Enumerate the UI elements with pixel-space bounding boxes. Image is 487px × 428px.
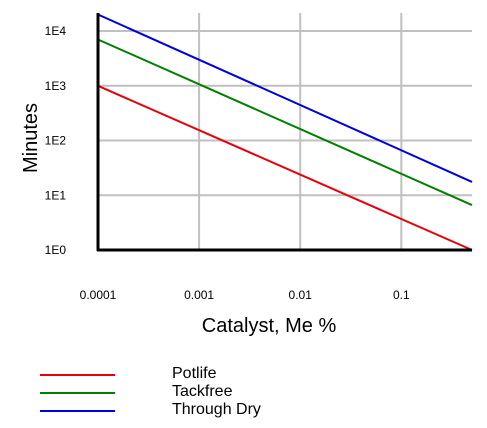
axes	[96, 13, 472, 252]
series-line-tackfree	[97, 38, 473, 207]
grid	[98, 13, 472, 250]
x-tick-label: 0.01	[289, 288, 313, 302]
legend-label: Through Dry	[172, 401, 261, 418]
series-line-potlife	[97, 84, 473, 251]
y-tick-label: 1E0	[45, 243, 67, 257]
series-lines	[97, 13, 473, 251]
y-tick-label: 1E1	[45, 188, 67, 202]
legend-label: Potlife	[172, 365, 217, 382]
x-tick-label: 0.0001	[80, 288, 117, 302]
legend-label: Tackfree	[172, 383, 233, 400]
y-axis-title: Minutes	[20, 103, 42, 173]
x-tick-labels: 0.0001 0.001 0.01 0.1	[80, 288, 410, 302]
y-tick-label: 1E3	[45, 79, 67, 93]
x-tick-label: 0.1	[393, 288, 410, 302]
x-axis-title: Catalyst, Me %	[202, 315, 337, 337]
y-tick-label: 1E4	[45, 24, 67, 38]
series-line-through-dry	[97, 13, 473, 183]
y-tick-label: 1E2	[45, 134, 67, 148]
y-tick-labels: 1E0 1E1 1E2 1E3 1E4	[45, 24, 67, 257]
x-tick-label: 0.001	[184, 288, 214, 302]
